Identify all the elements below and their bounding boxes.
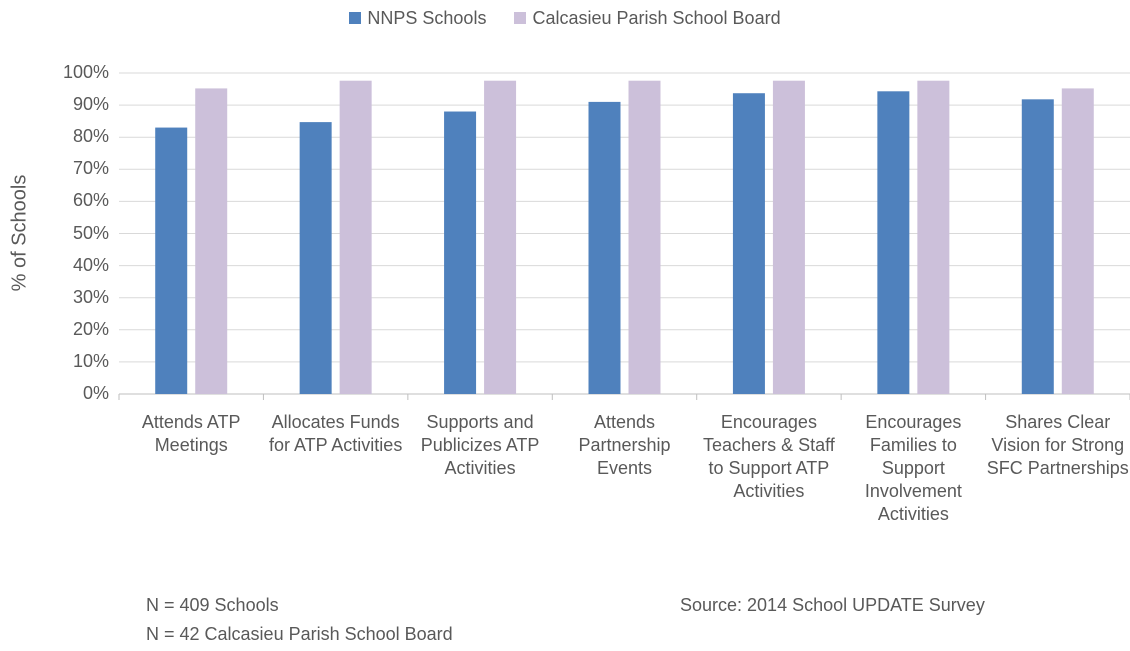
bar [299,122,332,394]
y-tick-label: 40% [72,254,109,275]
y-tick-label: 60% [72,190,109,211]
legend-swatch [514,12,527,24]
x-tick-label: Supports and Publicizes ATP Activities [420,412,540,478]
y-tick-label: 100% [62,62,109,82]
legend-label: Calcasieu Parish School Board [532,8,781,28]
bar [484,80,517,394]
bar [1021,99,1054,395]
bar [155,127,188,394]
y-tick-label: 90% [72,94,109,115]
legend-item: NNPS Schools [349,8,486,29]
x-tick-label: Attends ATP Meetings [141,412,241,455]
bar [732,93,765,395]
bar [1061,88,1094,395]
legend-item: Calcasieu Parish School Board [514,8,781,29]
note: N = 42 Calcasieu Parish School Board [146,624,453,644]
x-tick-label: Allocates Funds for ATP Activities [268,412,403,455]
bar [195,88,228,395]
y-tick-label: 0% [82,383,109,403]
bar [877,91,910,394]
bar [628,80,661,394]
x-tick-label: Attends Partnership Events [578,412,671,478]
bar [339,80,372,394]
legend: NNPS Schools Calcasieu Parish School Boar… [0,8,1130,29]
y-tick-label: 80% [72,126,109,147]
y-tick-label: 10% [72,350,109,371]
x-tick-label: Shares Clear Vision for Strong SFC Partn… [986,412,1129,478]
legend-swatch [349,12,362,24]
y-tick-label: 20% [72,318,109,339]
y-tick-label: 30% [72,286,109,307]
bar [444,111,477,395]
bar [588,101,621,394]
bar [917,80,950,394]
bar [772,80,805,394]
x-tick-label: Encourages Teachers & Staff to Support A… [703,412,835,501]
y-tick-label: 70% [72,158,109,179]
source: Source: 2014 School UPDATE Survey [680,595,985,615]
y-axis-label: % of Schools [8,174,31,292]
y-tick-label: 50% [72,222,109,243]
note: N = 409 Schools [146,595,279,615]
legend-label: NNPS Schools [367,8,487,28]
x-tick-label: Encourages Families to Support Involveme… [864,412,962,524]
